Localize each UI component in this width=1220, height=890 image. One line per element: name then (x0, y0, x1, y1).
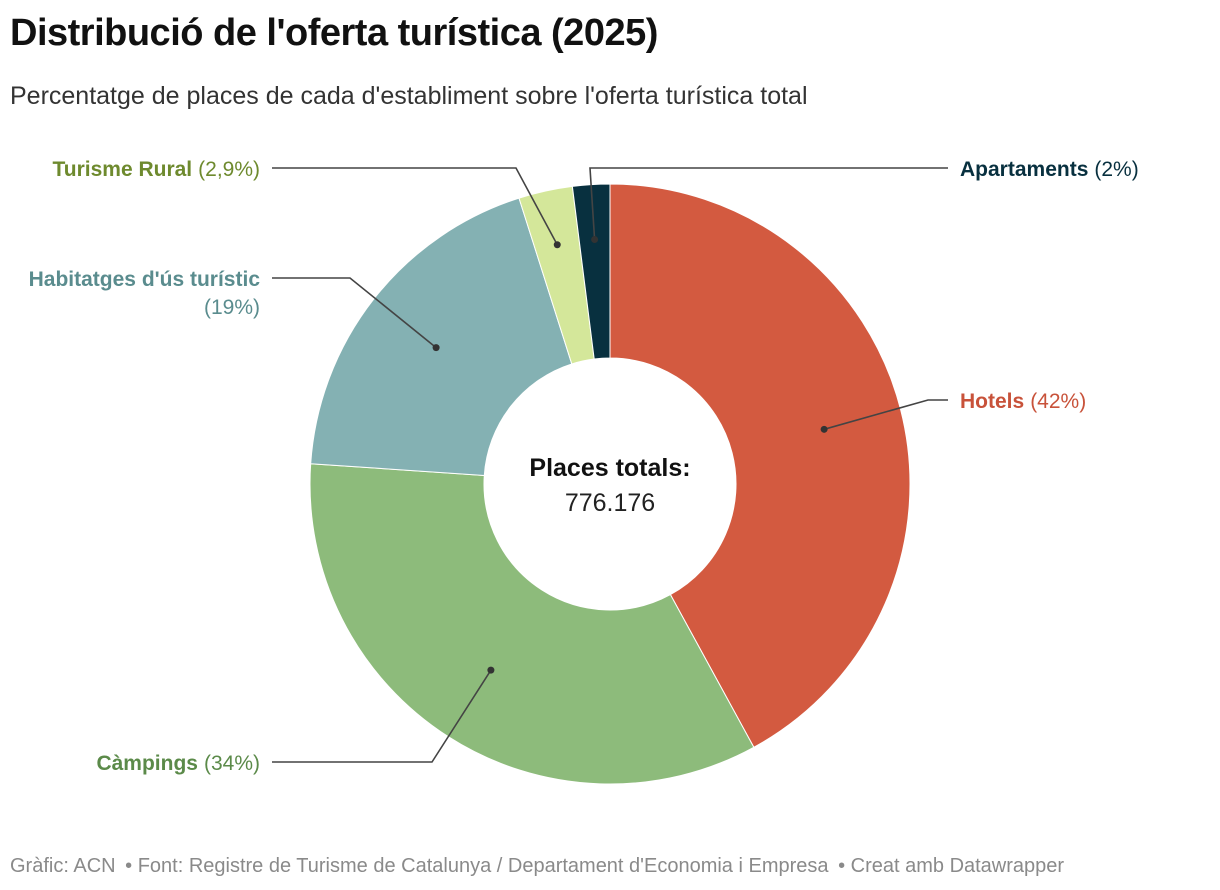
center-label: Places totals: (529, 454, 690, 482)
slice-label-percent: (2%) (1094, 158, 1138, 181)
slice-label-percent: (34%) (204, 752, 260, 775)
slice-label-name: Hotels (960, 390, 1024, 413)
footer-tool: • Creat amb Datawrapper (838, 855, 1065, 877)
slice-label-name: Turisme Rural (52, 158, 192, 181)
slice-label-name: Càmpings (96, 752, 198, 775)
chart-subtitle: Percentatge de places de cada d'establim… (10, 82, 808, 110)
slice-habitatges-d-us-turistic[interactable] (310, 197, 573, 477)
leader-lines (272, 167, 948, 763)
slice-label-campings: Càmpings (34%) (96, 752, 260, 775)
leader-line-apartaments (589, 167, 948, 240)
slice-label-name: Apartaments (960, 158, 1088, 181)
slice-label-percent: (19%) (204, 296, 260, 319)
slice-label-percent: (42%) (1030, 390, 1086, 413)
chart-title: Distribució de l'oferta turística (2025) (10, 12, 658, 54)
leader-dot-apartaments (591, 235, 599, 243)
slice-apartaments[interactable] (571, 183, 611, 360)
slice-label-habitatges-d-us-turistic: Habitatges d'ús turístic (19%) (29, 268, 261, 319)
center-value: 776.176 (565, 489, 655, 517)
slice-label-apartaments: Apartaments (2%) (960, 158, 1139, 181)
footer-credit: Gràfic: ACN (10, 855, 116, 877)
chart-footer: Gràfic: ACN • Font: Registre de Turisme … (10, 855, 1068, 878)
donut-chart: Hotels (42%) Càmpings (34%) Habitatges d'ús … (29, 158, 1139, 785)
slice-label-turisme-rural: Turisme Rural (2,9%) (52, 158, 260, 181)
leader-dot-turisme-rural (553, 241, 561, 249)
slice-hotels[interactable] (609, 183, 911, 748)
leader-line-hotels (823, 399, 948, 431)
footer-source: • Font: Registre de Turisme de Catalunya… (125, 855, 829, 877)
leader-dot-habitatges-d-us-turistic (432, 344, 440, 352)
leader-line-campings (272, 669, 492, 763)
slice-label-name: Habitatges d'ús turístic (29, 268, 261, 291)
leader-dot-hotels (820, 425, 828, 433)
leader-line-turisme-rural (272, 167, 558, 246)
slice-campings[interactable] (309, 463, 755, 785)
leader-line-habitatges-d-us-turistic (272, 277, 437, 349)
slice-label-percent: (2,9%) (198, 158, 260, 181)
slice-label-hotels: Hotels (42%) (960, 390, 1086, 413)
slice-labels: Hotels (42%) Càmpings (34%) Habitatges d'ús … (29, 158, 1139, 775)
leader-dot-campings (487, 666, 495, 674)
donut-slices (309, 183, 911, 785)
